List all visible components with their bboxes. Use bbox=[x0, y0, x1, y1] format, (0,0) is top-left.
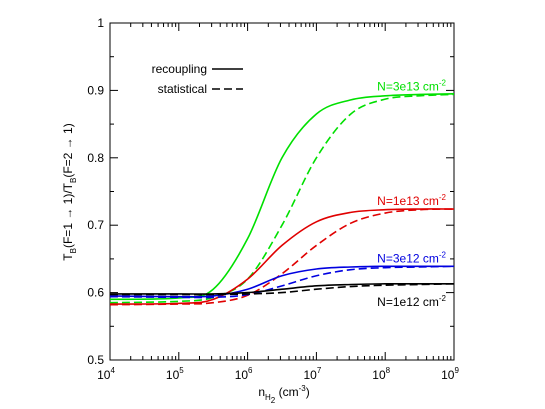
series-annotations: N=3e13 cm-2 N=1e13 cm-2 N=3e12 cm-2 N=1e12 … bbox=[377, 78, 446, 309]
series-line-n1e13-recoupling bbox=[109, 208, 455, 305]
legend: recoupling statistical bbox=[152, 62, 243, 96]
series-annotation-n3e12: N=3e12 cm-2 bbox=[377, 250, 446, 265]
x-tick-label: 109 bbox=[441, 366, 459, 382]
legend-label-solid: recoupling bbox=[152, 62, 207, 76]
x-tick-label: 106 bbox=[235, 366, 253, 382]
y-tick-label: 0.7 bbox=[87, 218, 104, 232]
x-tick-label: 105 bbox=[166, 366, 184, 382]
legend-label-dashed: statistical bbox=[158, 82, 207, 96]
x-axis-label: nH2 (cm-3) bbox=[258, 384, 309, 405]
y-tick-label: 0.5 bbox=[87, 353, 104, 367]
series-annotation-n1e13: N=1e13 cm-2 bbox=[377, 193, 446, 208]
axis-ticks: 0.5 0.6 0.7 0.8 0.9 1 104 105 106 107 108 109 bbox=[87, 16, 459, 382]
series-line-n3e13-statistical bbox=[109, 93, 455, 304]
y-tick-label: 0.9 bbox=[87, 83, 104, 97]
x-tick-label: 104 bbox=[97, 366, 115, 382]
series-annotation-n3e13: N=3e13 cm-2 bbox=[377, 78, 446, 93]
y-tick-label: 0.8 bbox=[87, 151, 104, 165]
series-line-n3e12-statistical bbox=[109, 265, 455, 299]
series-line-n1e13-statistical bbox=[109, 208, 455, 306]
x-tick-label: 107 bbox=[303, 366, 321, 382]
x-tick-label: 108 bbox=[372, 366, 390, 382]
y-tick-label: 0.6 bbox=[87, 286, 104, 300]
series-line-n1e12-statistical bbox=[109, 283, 455, 296]
series-lines bbox=[109, 92, 455, 306]
y-tick-label: 1 bbox=[97, 16, 104, 30]
y-axis-label: TB(F=1 → 1)/TB(F=2 → 1) bbox=[61, 123, 78, 260]
series-annotation-n1e12: N=1e12 cm-2 bbox=[377, 294, 446, 309]
